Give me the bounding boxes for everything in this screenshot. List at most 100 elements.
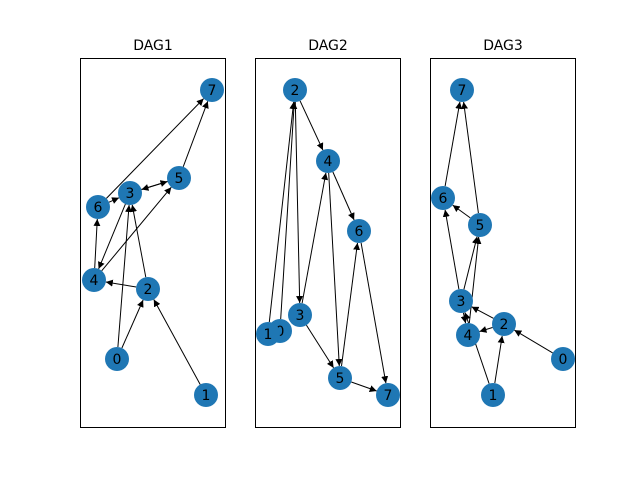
edge-4-5 xyxy=(101,186,172,272)
edge-0-2 xyxy=(280,101,298,320)
node-label: 0 xyxy=(276,324,285,340)
edge-layer xyxy=(93,98,209,385)
node-6: 6 xyxy=(347,219,371,243)
edge-4-5 xyxy=(328,172,343,367)
node-7: 7 xyxy=(450,78,474,102)
panel-dag1: DAG1 0 1 2 3 4 5 6 7 xyxy=(80,38,226,428)
panel-frame xyxy=(430,58,576,428)
node-5: 5 xyxy=(167,166,191,190)
node-circle xyxy=(256,322,280,346)
edge-3-4 xyxy=(98,203,126,270)
node-label: 1 xyxy=(489,388,498,404)
node-label: 1 xyxy=(202,388,211,404)
node-circle xyxy=(450,78,474,102)
node-circle xyxy=(194,383,218,407)
panel-title: DAG3 xyxy=(483,38,523,54)
edge-5-6 xyxy=(341,242,361,367)
node-circle xyxy=(86,195,110,219)
edge-2-4 xyxy=(299,100,324,151)
node-label: 6 xyxy=(355,224,364,240)
edge-2-3 xyxy=(130,204,147,278)
node-circle xyxy=(283,78,307,102)
node-5: 5 xyxy=(328,366,352,390)
node-circle xyxy=(492,312,516,336)
node-circle xyxy=(481,383,505,407)
edge-2-4 xyxy=(479,326,493,333)
panel-dag3: DAG3 0 1 2 3 4 5 6 7 xyxy=(430,38,576,428)
node-2: 2 xyxy=(283,78,307,102)
node-label: 5 xyxy=(336,371,345,387)
node-circle xyxy=(136,277,160,301)
node-label: 4 xyxy=(90,273,99,289)
edge-layer xyxy=(268,100,389,392)
edge-4-6 xyxy=(93,218,101,269)
node-label: 4 xyxy=(464,328,473,344)
node-circle xyxy=(376,383,400,407)
node-0: 0 xyxy=(551,347,575,371)
edge-0-2 xyxy=(121,299,144,349)
panel-title: DAG2 xyxy=(308,38,348,54)
node-circle xyxy=(118,181,142,205)
edge-5-7 xyxy=(351,381,377,392)
node-circle xyxy=(288,303,312,327)
node-label: 5 xyxy=(476,218,485,234)
panel-frame xyxy=(80,58,226,428)
node-6: 6 xyxy=(431,186,455,210)
edge-2-3 xyxy=(471,306,494,319)
node-5: 5 xyxy=(468,213,492,237)
panel-title: DAG1 xyxy=(133,38,173,54)
node-circle xyxy=(316,149,340,173)
node-label: 0 xyxy=(113,352,122,368)
edge-1-2 xyxy=(153,299,201,385)
node-circle xyxy=(105,347,129,371)
node-4: 4 xyxy=(82,268,106,292)
node-label: 4 xyxy=(324,154,333,170)
edge-5-6 xyxy=(452,204,471,219)
edge-4-6 xyxy=(332,171,355,221)
edge-6-7 xyxy=(444,101,463,187)
node-label: 0 xyxy=(559,352,568,368)
node-circle xyxy=(431,186,455,210)
node-label: 3 xyxy=(296,308,305,324)
edge-3-5 xyxy=(463,236,479,290)
node-circle xyxy=(551,347,575,371)
node-7: 7 xyxy=(200,78,224,102)
edge-4-5 xyxy=(468,236,482,324)
node-circle xyxy=(347,219,371,243)
node-label: 6 xyxy=(439,191,448,207)
edge-1-2 xyxy=(268,101,297,323)
node-layer: 01 2 3 4 5 6 7 xyxy=(256,78,400,407)
node-circle xyxy=(167,166,191,190)
edge-6-3 xyxy=(108,197,120,204)
panel-dag2: DAG2 01 2 3 4 5 6 7 xyxy=(255,38,401,428)
edge-3-4 xyxy=(460,312,468,324)
edge-0-2 xyxy=(514,329,553,354)
node-7: 7 xyxy=(376,383,400,407)
node-label: 2 xyxy=(144,282,153,298)
edge-6-7 xyxy=(360,242,389,384)
node-circle xyxy=(82,268,106,292)
node-circle xyxy=(328,366,352,390)
node-layer: 0 1 2 3 4 5 6 7 xyxy=(431,78,575,407)
node-0: 0 xyxy=(105,347,129,371)
node-label: 2 xyxy=(500,317,509,333)
node-label: 7 xyxy=(208,83,217,99)
edge-6-7 xyxy=(106,98,204,199)
node-circle xyxy=(200,78,224,102)
node-6: 6 xyxy=(86,195,110,219)
node-2: 2 xyxy=(492,312,516,336)
node-circle xyxy=(449,289,473,313)
node-label: 3 xyxy=(457,294,466,310)
edge-layer xyxy=(442,101,553,384)
node-1: 1 xyxy=(194,383,218,407)
edge-0-3 xyxy=(117,204,133,348)
node-label: 5 xyxy=(175,171,184,187)
node-4: 4 xyxy=(316,149,340,173)
node-3: 3 xyxy=(449,289,473,313)
node-2: 2 xyxy=(136,277,160,301)
edge-2-4 xyxy=(105,279,137,288)
node-label: 1 xyxy=(264,327,273,343)
edge-3-4 xyxy=(301,172,329,304)
